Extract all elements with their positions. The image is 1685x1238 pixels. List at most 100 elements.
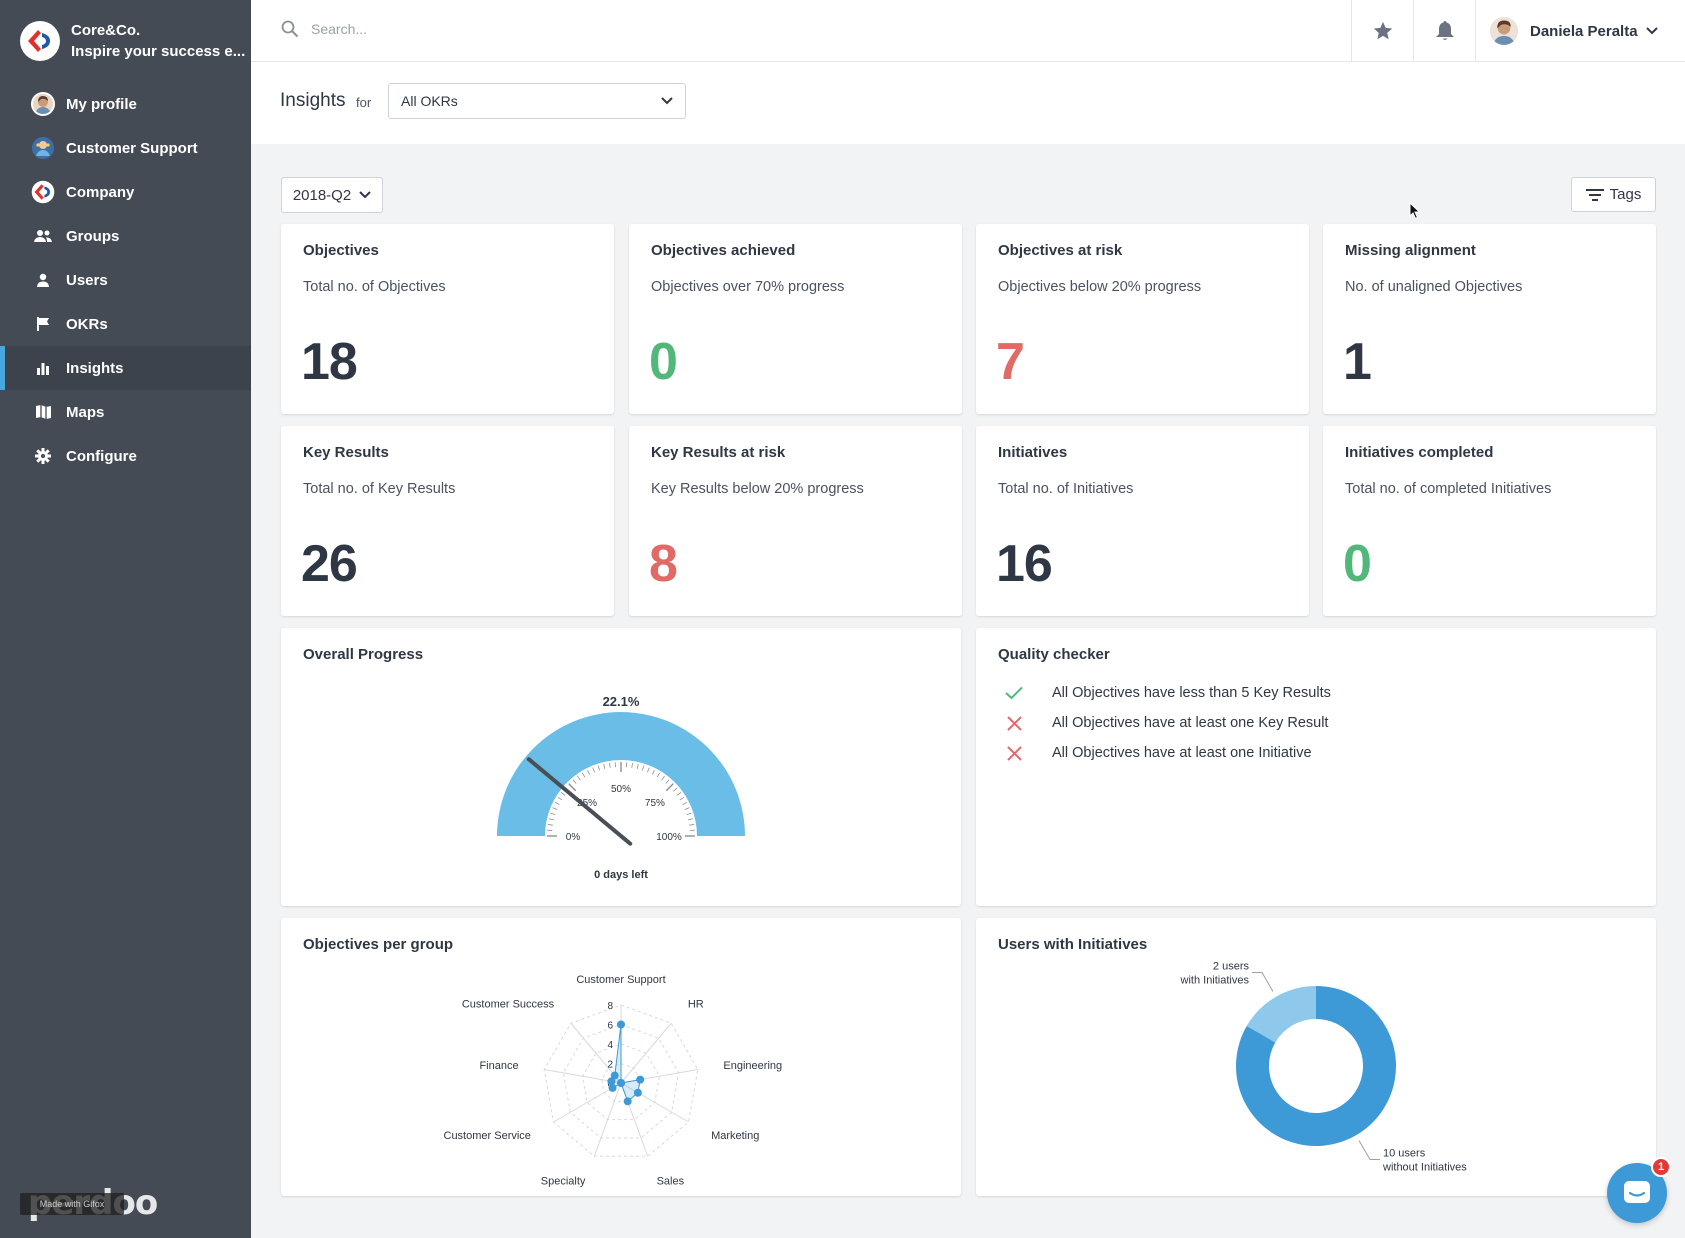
stat-card[interactable]: Key Results Total no. of Key Results 26	[281, 426, 614, 616]
stat-value: 7	[996, 333, 1025, 391]
radar-point[interactable]	[607, 1077, 616, 1086]
nav-item-my-profile[interactable]: My profile	[0, 82, 251, 126]
nav-item-maps[interactable]: Maps	[0, 390, 251, 434]
gauge-tick	[552, 807, 558, 810]
gauge-tick	[609, 762, 611, 768]
gauge-tick	[682, 802, 688, 806]
stat-card[interactable]: Key Results at risk Key Results below 20…	[629, 426, 962, 616]
nav-item-company[interactable]: Company	[0, 170, 251, 214]
radar-point[interactable]	[633, 1088, 642, 1097]
nav-label: Users	[66, 271, 108, 289]
avatar-icon	[30, 91, 56, 117]
okr-filter-select[interactable]: All OKRs	[388, 83, 686, 119]
chevron-down-icon	[661, 97, 673, 105]
radar-point[interactable]	[617, 1020, 625, 1029]
quality-check-list: All Objectives have less than 5 Key Resu…	[998, 678, 1331, 768]
nav-item-users[interactable]: Users	[0, 258, 251, 302]
nav-item-okrs[interactable]: OKRs	[0, 302, 251, 346]
radar-tick-label: 2	[607, 1060, 613, 1071]
top-bar: Daniela Peralta	[251, 0, 1685, 62]
tags-filter-button[interactable]: Tags	[1571, 177, 1656, 212]
card-title: Objectives per group	[303, 936, 454, 953]
gauge-tick	[679, 796, 685, 801]
chat-button[interactable]: 1	[1607, 1157, 1671, 1223]
nav-item-insights[interactable]: Insights	[0, 346, 251, 390]
stat-title: Objectives at risk	[998, 242, 1123, 259]
gauge-tick	[636, 763, 639, 769]
quality-check-item: All Objectives have at least one Key Res…	[998, 708, 1331, 738]
stat-card[interactable]: Objectives Total no. of Objectives 18	[281, 224, 614, 414]
quality-check-text: All Objectives have at least one Initiat…	[1052, 745, 1312, 761]
gauge-inner-arc	[545, 760, 697, 836]
stat-card[interactable]: Objectives achieved Objectives over 70% …	[629, 224, 962, 414]
gauge-tick	[587, 769, 591, 775]
stat-card[interactable]: Objectives at risk Objectives below 20% …	[976, 224, 1309, 414]
nav-item-configure[interactable]: Configure	[0, 434, 251, 478]
gauge-tick	[568, 783, 577, 792]
sidebar: Core&Co. Inspire your success e... My pr…	[0, 0, 251, 1238]
quality-checker-card: Quality checker All Objectives have less…	[976, 628, 1656, 906]
radar-point[interactable]	[623, 1097, 632, 1106]
gauge-tick	[665, 783, 674, 792]
overall-progress-card: Overall Progress 22.1% 0% 25% 50% 75% 100% 0…	[281, 628, 961, 906]
gauge-tick	[686, 812, 692, 816]
quality-check-item: All Objectives have at least one Initiat…	[998, 738, 1331, 768]
flag-icon	[30, 311, 56, 337]
radar-grid-ring	[543, 1004, 699, 1157]
progress-gauge: 22.1% 0% 25% 50% 75% 100% 0 days left	[497, 694, 745, 881]
gauge-needle	[526, 757, 633, 846]
chat-badge: 1	[1651, 1157, 1671, 1177]
period-value: 2018-Q2	[292, 186, 352, 204]
radar-point[interactable]	[610, 1071, 619, 1080]
search-input[interactable]	[311, 21, 711, 37]
gauge-tick	[661, 775, 665, 781]
stat-subtitle: Total no. of Initiatives	[998, 481, 1134, 497]
stat-card[interactable]: Missing alignment No. of unaligned Objec…	[1323, 224, 1656, 414]
gauge-tick	[554, 802, 560, 806]
radar-category-label: Marketing	[711, 1130, 759, 1142]
org-tagline: Inspire your success e...	[71, 43, 246, 60]
radar-point[interactable]	[617, 1079, 625, 1087]
gauge-tick	[684, 807, 690, 810]
gifox-badge: Made with Gifox	[20, 1193, 124, 1215]
groups-icon	[30, 223, 56, 249]
gauge-ticks	[547, 762, 695, 837]
stat-title: Objectives	[303, 242, 379, 259]
stat-title: Objectives achieved	[651, 242, 796, 259]
donut-slice-label: 10 users	[1383, 1148, 1426, 1160]
stat-value: 1	[1343, 333, 1372, 391]
nav-item-groups[interactable]: Groups	[0, 214, 251, 258]
donut-slice[interactable]	[1246, 986, 1316, 1043]
radar-point[interactable]	[636, 1075, 645, 1084]
period-selector[interactable]: 2018-Q2	[281, 177, 383, 213]
stat-card[interactable]: Initiatives completed Total no. of compl…	[1323, 426, 1656, 616]
gauge-tick	[577, 775, 581, 781]
radar-tick-label: 4	[607, 1040, 613, 1051]
radar-spoke	[620, 1082, 689, 1123]
stat-title: Initiatives	[998, 444, 1068, 461]
donut-slice[interactable]	[1236, 986, 1396, 1146]
mouse-cursor-icon	[1409, 201, 1421, 225]
days-left-label: 0 days left	[594, 869, 648, 881]
org-switcher[interactable]: Core&Co. Inspire your success e...	[20, 20, 245, 62]
user-menu[interactable]: Daniela Peralta	[1475, 0, 1685, 62]
chevron-down-icon	[1645, 27, 1658, 35]
nav-item-customer-support[interactable]: Customer Support	[0, 126, 251, 170]
radar-category-label: HR	[688, 998, 704, 1010]
stat-value: 16	[996, 535, 1053, 593]
gauge-tick	[651, 769, 655, 775]
notifications-button[interactable]	[1413, 0, 1475, 62]
stat-title: Initiatives completed	[1345, 444, 1494, 461]
check-icon	[998, 686, 1030, 700]
stat-value: 8	[649, 535, 678, 593]
bar-chart-icon	[30, 355, 56, 381]
radar-point[interactable]	[608, 1083, 617, 1092]
donut-slice-label: 2 users	[1213, 960, 1250, 972]
gauge-scale-label: 75%	[645, 798, 665, 809]
gauge-tick	[647, 767, 650, 773]
company-logo-icon	[30, 179, 56, 205]
favorites-button[interactable]	[1351, 0, 1413, 62]
quality-check-text: All Objectives have less than 5 Key Resu…	[1052, 685, 1331, 701]
gear-icon	[30, 443, 56, 469]
stat-card[interactable]: Initiatives Total no. of Initiatives 16	[976, 426, 1309, 616]
